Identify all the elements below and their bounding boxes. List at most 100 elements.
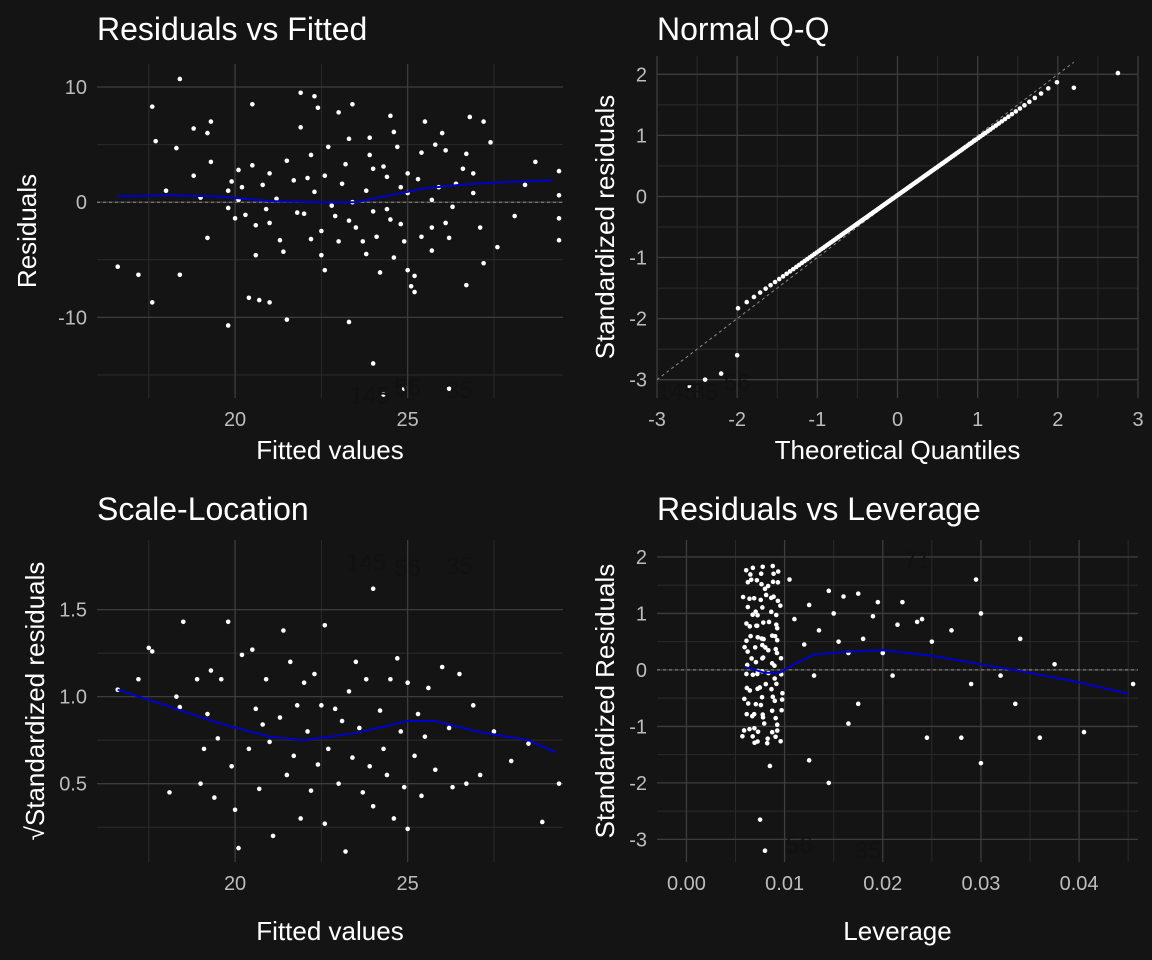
data-point <box>205 130 210 136</box>
data-point <box>811 673 817 678</box>
data-point <box>225 205 231 211</box>
data-point <box>855 591 861 596</box>
y-axis-label: Standardized residuals <box>590 95 620 360</box>
observation-label: 35 <box>446 553 473 580</box>
data-point <box>758 702 764 708</box>
data-point <box>284 317 290 322</box>
data-point <box>949 628 954 633</box>
data-point <box>315 105 321 111</box>
data-point <box>225 323 231 328</box>
data-point <box>146 645 152 651</box>
data-point <box>350 102 355 107</box>
x-axis-label: Fitted values <box>256 916 403 946</box>
y-tick-label: 10 <box>65 77 87 99</box>
data-point <box>305 729 310 734</box>
data-point <box>401 386 407 392</box>
data-point <box>772 698 778 704</box>
observation-label: 56 <box>394 555 421 582</box>
points <box>740 563 1136 854</box>
data-point <box>319 703 324 708</box>
data-point <box>291 753 297 759</box>
data-point <box>488 140 493 145</box>
data-point <box>740 733 745 739</box>
data-point <box>745 604 751 610</box>
data-point <box>768 609 774 615</box>
smooth-line <box>117 688 557 754</box>
x-tick-label: 0.00 <box>667 873 706 895</box>
data-point <box>978 611 984 616</box>
data-point <box>388 676 393 682</box>
data-point <box>363 251 369 257</box>
data-point <box>748 577 754 583</box>
data-point <box>180 619 186 625</box>
x-tick-label: 20 <box>224 873 246 895</box>
data-point <box>1013 109 1019 114</box>
data-point <box>735 305 741 311</box>
data-point <box>363 188 369 193</box>
data-point <box>312 93 317 99</box>
data-point <box>301 211 307 217</box>
data-point <box>763 645 768 650</box>
data-point <box>336 110 341 115</box>
qq-reference-line <box>656 61 1075 381</box>
data-point <box>750 612 755 618</box>
data-point <box>806 602 812 608</box>
y-tick-label: -1 <box>629 716 647 738</box>
y-axis-label-prefix: √ <box>20 825 50 840</box>
data-point <box>779 707 784 713</box>
data-point <box>229 763 234 769</box>
data-point <box>429 225 435 230</box>
data-point <box>556 781 562 786</box>
y-tick-label: 1.0 <box>59 687 87 709</box>
points <box>686 70 1121 389</box>
data-point <box>360 790 366 795</box>
data-point <box>774 728 780 733</box>
data-point <box>253 252 259 258</box>
data-point <box>198 781 203 786</box>
x-tick-label: 0.04 <box>1060 873 1099 895</box>
data-point <box>1052 661 1057 667</box>
data-point <box>246 746 252 752</box>
data-point <box>174 145 179 151</box>
data-point <box>415 176 421 182</box>
data-point <box>766 619 772 625</box>
data-point <box>760 620 766 625</box>
data-point <box>319 228 324 234</box>
data-point <box>755 635 761 640</box>
x-tick-label: 0.03 <box>961 873 1000 895</box>
data-point <box>754 577 760 583</box>
data-point <box>381 746 386 752</box>
data-point <box>774 637 780 643</box>
data-point <box>774 650 780 656</box>
observation-label: 35 <box>446 377 473 404</box>
panel-4: 0.00 0.01 0.02 0.03 0.04 2 1 0 -1 -2 -3 Residuals v… <box>590 491 1138 946</box>
observation-label: 35 <box>855 838 882 865</box>
data-point <box>353 225 359 230</box>
data-point <box>205 711 210 717</box>
y-axis-label-text: Standardized residuals <box>590 95 620 360</box>
data-point <box>836 639 841 644</box>
data-point <box>758 571 764 577</box>
data-point <box>779 697 785 702</box>
data-point <box>346 136 352 142</box>
data-point <box>760 655 766 660</box>
data-point <box>806 758 812 763</box>
data-point <box>243 212 248 218</box>
data-point <box>367 763 372 769</box>
data-point <box>762 848 768 854</box>
data-point <box>816 628 822 633</box>
data-point <box>284 158 290 164</box>
data-point <box>748 572 753 577</box>
data-point <box>343 849 348 854</box>
data-point <box>460 166 466 172</box>
x-tick-label: 25 <box>397 409 419 431</box>
data-point <box>533 159 538 165</box>
data-point <box>384 772 390 778</box>
data-point <box>761 721 767 726</box>
data-point <box>336 239 341 244</box>
data-point <box>136 272 141 278</box>
data-point <box>419 150 424 155</box>
data-point <box>457 671 462 677</box>
x-tick-label: 25 <box>397 873 419 895</box>
data-point <box>740 594 746 600</box>
